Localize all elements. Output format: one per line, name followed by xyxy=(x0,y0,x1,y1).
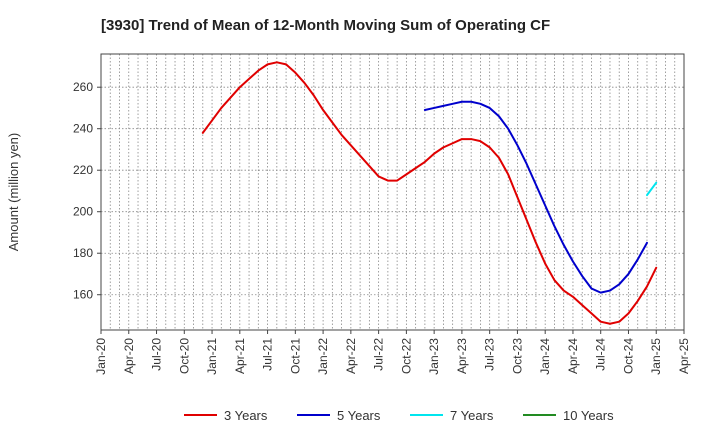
x-tick-label: Apr-23 xyxy=(455,338,469,374)
x-tick-label: Jan-23 xyxy=(427,338,441,375)
x-tick-label: Apr-21 xyxy=(233,338,247,374)
series-line-7-years xyxy=(645,181,658,197)
x-tick-label: Jul-23 xyxy=(483,338,497,371)
series-lines xyxy=(201,61,658,325)
x-tick-label: Jan-20 xyxy=(94,338,108,375)
x-tick-label: Oct-20 xyxy=(177,338,191,374)
chart-title: [3930] Trend of Mean of 12-Month Moving … xyxy=(101,17,550,34)
y-tick-label: 220 xyxy=(73,163,93,177)
grid xyxy=(101,54,684,330)
series-line-3-years xyxy=(201,61,658,325)
y-axis-title: Amount (million yen) xyxy=(6,133,21,252)
legend: 3 Years 5 Years 7 Years 10 Years xyxy=(184,408,614,423)
x-tick-label: Jan-22 xyxy=(316,338,330,375)
plot-area xyxy=(100,53,685,331)
x-tick-label: Oct-24 xyxy=(621,338,635,374)
x-tick-label: Jul-22 xyxy=(372,338,386,371)
y-tick-label: 200 xyxy=(73,205,93,219)
y-axis: 160 180 200 220 240 260 xyxy=(73,80,101,302)
legend-label: 7 Years xyxy=(450,408,494,423)
y-tick-label: 240 xyxy=(73,122,93,136)
x-tick-label: Oct-22 xyxy=(399,338,413,374)
x-tick-label: Apr-24 xyxy=(566,338,580,374)
y-tick-label: 180 xyxy=(73,246,93,260)
series-line-5-years xyxy=(423,100,648,294)
x-tick-label: Apr-22 xyxy=(344,338,358,374)
x-tick-label: Apr-25 xyxy=(677,338,691,374)
x-axis: Jan-20 Apr-20 Jul-20 Oct-20 Jan-21 Apr-21 Jul-… xyxy=(94,330,691,375)
x-tick-label: Oct-23 xyxy=(510,338,524,374)
x-tick-label: Oct-21 xyxy=(288,338,302,374)
legend-label: 5 Years xyxy=(337,408,381,423)
y-tick-label: 160 xyxy=(73,288,93,302)
x-tick-label: Jul-24 xyxy=(594,338,608,371)
x-tick-label: Apr-20 xyxy=(122,338,136,374)
legend-label: 10 Years xyxy=(563,408,614,423)
y-tick-label: 260 xyxy=(73,80,93,94)
x-tick-label: Jan-24 xyxy=(538,338,552,375)
x-tick-label: Jul-21 xyxy=(261,338,275,371)
legend-label: 3 Years xyxy=(224,408,268,423)
x-tick-label: Jul-20 xyxy=(150,338,164,371)
x-tick-label: Jan-25 xyxy=(649,338,663,375)
x-tick-label: Jan-21 xyxy=(205,338,219,375)
